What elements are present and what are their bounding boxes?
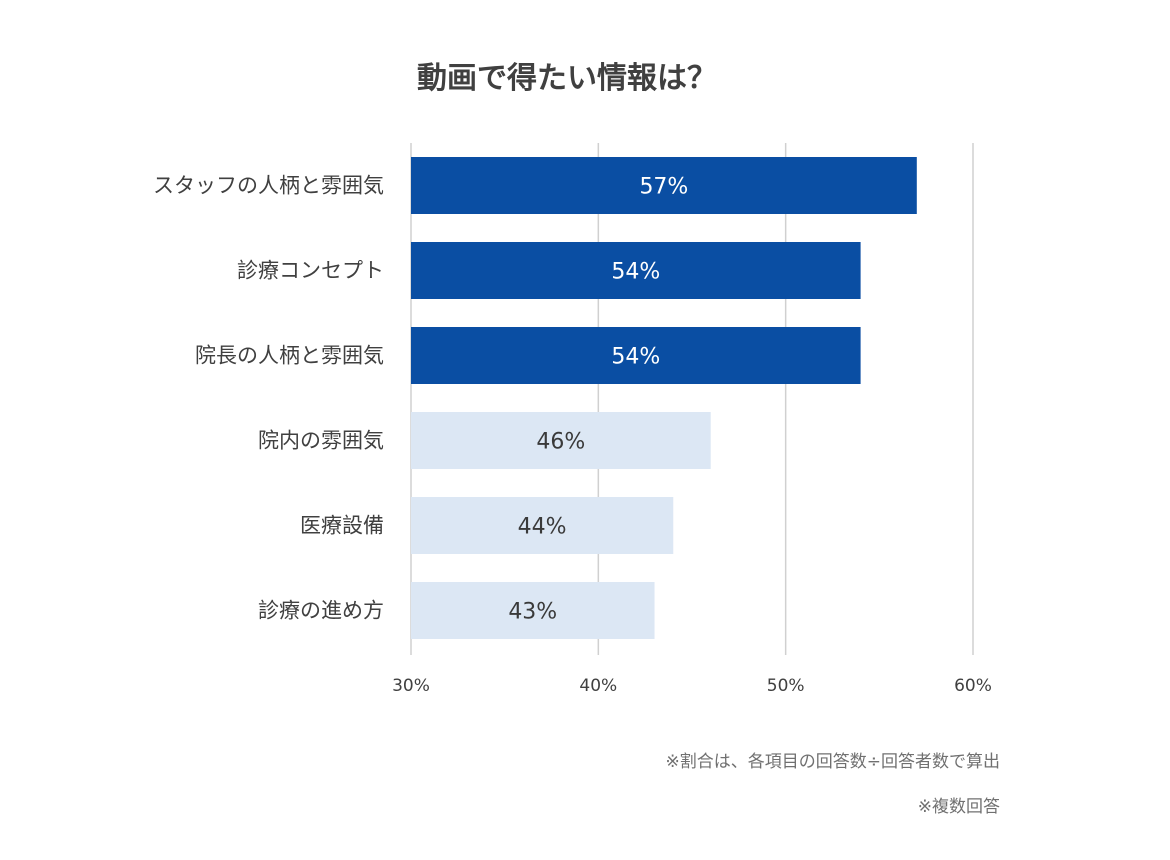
chart-title: 動画で得たい情報は？ — [417, 61, 717, 96]
category-label: 院内の雰囲気 — [258, 429, 384, 453]
footnote-calculation: ※割合は、各項目の回答数÷回答者数で算出 — [666, 752, 1001, 772]
category-label: 院長の人柄と雰囲気 — [195, 344, 384, 368]
bar-value-label: 44% — [518, 515, 567, 540]
bar-value-label: 57% — [639, 175, 688, 200]
category-labels: スタッフの人柄と雰囲気診療コンセプト院長の人柄と雰囲気院内の雰囲気医療設備診療の… — [153, 174, 384, 623]
x-tick-label: 50% — [767, 676, 805, 696]
bar — [411, 412, 711, 469]
grid — [410, 143, 974, 655]
bar-value-label: 54% — [611, 260, 660, 285]
bars: 57% 54% 54% 46% 44% 43% — [411, 157, 917, 639]
bar — [411, 242, 861, 299]
category-label: 診療の進め方 — [258, 599, 384, 623]
x-tick-labels: 30% 40% 50% 60% — [392, 676, 992, 696]
x-tick-label: 30% — [392, 676, 430, 696]
x-tick-label: 40% — [579, 676, 617, 696]
bar — [411, 327, 861, 384]
bar — [411, 497, 674, 554]
bar-value-label: 54% — [611, 345, 660, 370]
bar-value-label: 46% — [536, 430, 585, 455]
x-tick-label: 60% — [954, 676, 992, 696]
bar — [411, 582, 655, 639]
category-label: 医療設備 — [300, 514, 384, 538]
bar — [411, 157, 917, 214]
footnote-multiple-answers: ※複数回答 — [918, 797, 1000, 817]
bar-value-label: 43% — [508, 600, 557, 625]
category-label: 診療コンセプト — [237, 259, 384, 283]
category-label: スタッフの人柄と雰囲気 — [153, 174, 384, 198]
